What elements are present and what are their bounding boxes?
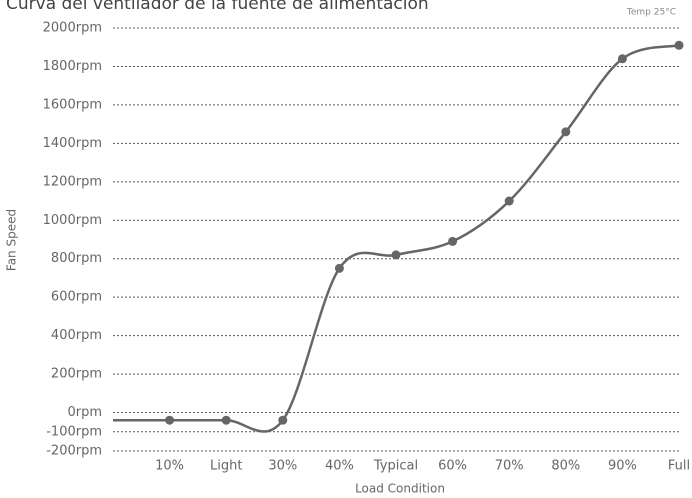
x-tick-label: 10% bbox=[155, 459, 184, 474]
point bbox=[221, 415, 231, 425]
y-tick-label: 0rpm bbox=[67, 405, 102, 420]
annotation: Temp 25°C bbox=[626, 8, 676, 18]
x-tick-label: 60% bbox=[438, 459, 467, 474]
point bbox=[391, 250, 401, 260]
point bbox=[674, 40, 684, 50]
point bbox=[165, 415, 175, 425]
y-tick-label: 200rpm bbox=[51, 367, 102, 382]
x-tick-label: 30% bbox=[268, 459, 297, 474]
point bbox=[504, 196, 514, 206]
y-tick-label: 1800rpm bbox=[43, 59, 102, 74]
x-tick-label: Full bbox=[668, 459, 690, 474]
x-tick-label: Typical bbox=[373, 459, 418, 474]
x-axis-label: Load Condition bbox=[355, 482, 445, 496]
point bbox=[334, 263, 344, 273]
y-axis-label: Fan Speed bbox=[5, 209, 19, 271]
line bbox=[113, 44, 680, 433]
y-tick-label: -200rpm bbox=[46, 444, 102, 459]
y-tick-label: 1600rpm bbox=[43, 97, 102, 112]
x-tick-label: 40% bbox=[325, 459, 354, 474]
x-tick-label: Light bbox=[210, 459, 242, 474]
y-tick-label: 600rpm bbox=[51, 290, 102, 305]
x-tick-label: 70% bbox=[495, 459, 524, 474]
y-tick-label: 400rpm bbox=[51, 328, 102, 343]
point bbox=[617, 54, 627, 64]
y-tick-label: 1400rpm bbox=[43, 136, 102, 151]
x-tick-label: 90% bbox=[608, 459, 637, 474]
chart-title: Curva del ventilador de la fuente de ali… bbox=[6, 0, 429, 14]
y-tick-label: -100rpm bbox=[46, 424, 102, 439]
y-tick-label: 2000rpm bbox=[43, 21, 102, 36]
point bbox=[278, 415, 288, 425]
y-tick-label: 1200rpm bbox=[43, 174, 102, 189]
point bbox=[448, 236, 458, 246]
x-tick-label: 80% bbox=[551, 459, 580, 474]
y-tick-label: 1000rpm bbox=[43, 213, 102, 228]
y-tick-label: 800rpm bbox=[51, 251, 102, 266]
point bbox=[561, 127, 571, 137]
